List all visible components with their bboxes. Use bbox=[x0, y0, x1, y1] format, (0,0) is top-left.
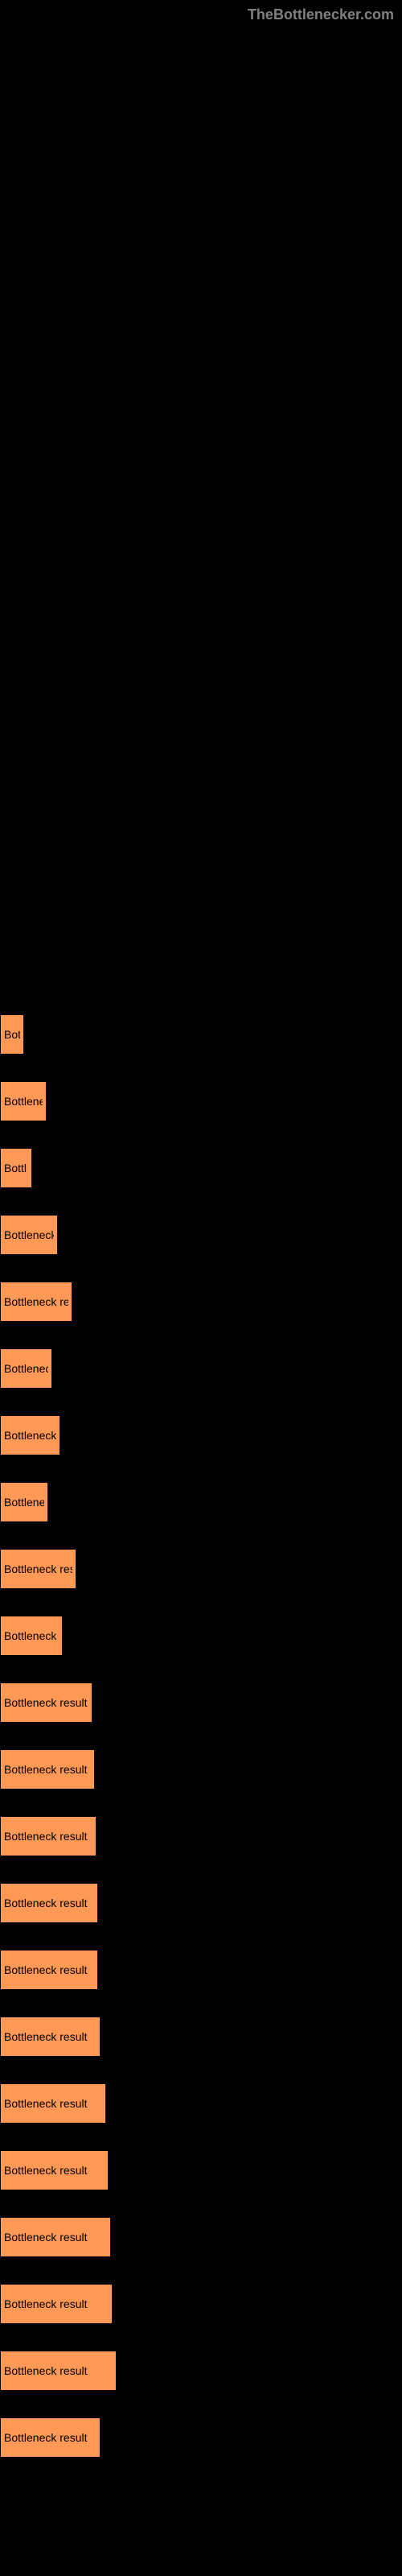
bar-row: Bottleneck result bbox=[0, 2217, 402, 2257]
bar-label: Bottleneck result bbox=[4, 1696, 88, 1709]
bar: Bottlene bbox=[0, 1081, 47, 1121]
bar: Bottlene bbox=[0, 1482, 48, 1522]
bar: Bottleneck bbox=[0, 1616, 63, 1656]
bar: Bottleneck result bbox=[0, 1950, 98, 1990]
bar: Bottleneck result bbox=[0, 2083, 106, 2124]
bar-row: Bottlenec bbox=[0, 1348, 402, 1389]
bar: Bottleneck result bbox=[0, 2284, 113, 2324]
bar-row: Bottleneck result bbox=[0, 1816, 402, 1856]
bar-label: Bot bbox=[4, 1028, 20, 1041]
bar-label: Bottleneck bbox=[4, 1228, 54, 1241]
bar-label: Bottl bbox=[4, 1162, 27, 1174]
bar: Bottleneck result bbox=[0, 1682, 92, 1723]
bar-label: Bottlenec bbox=[4, 1362, 48, 1375]
bar-row: Bottleneck result bbox=[0, 2351, 402, 2391]
bar: Bottleneck result bbox=[0, 1816, 96, 1856]
bar-label: Bottleneck result bbox=[4, 1763, 88, 1776]
bar-label: Bottleneck result bbox=[4, 1830, 88, 1843]
bar: Bottleneck result bbox=[0, 2150, 109, 2190]
bar: Bottleneck re bbox=[0, 1282, 72, 1322]
bar: Bottleneck bbox=[0, 1215, 58, 1255]
bar-row: Bottleneck result bbox=[0, 2284, 402, 2324]
bar-row: Bottleneck bbox=[0, 1616, 402, 1656]
bar: Bottlenec bbox=[0, 1348, 52, 1389]
bar-row: Bottleneck result bbox=[0, 1883, 402, 1923]
bar-row: Bottleneck re bbox=[0, 1282, 402, 1322]
bar-row: Bottleneck res bbox=[0, 1549, 402, 1589]
bar-row: Bottleneck result bbox=[0, 2017, 402, 2057]
bar-row: Bottleneck bbox=[0, 1215, 402, 1255]
bar-label: Bottleneck result bbox=[4, 1963, 88, 1976]
bar-row: Bottleneck result bbox=[0, 2150, 402, 2190]
bar-label: Bottleneck result bbox=[4, 2297, 88, 2310]
bar-label: Bottleneck result bbox=[4, 2164, 88, 2177]
bar: Bottleneck result bbox=[0, 1883, 98, 1923]
bar-label: Bottleneck result bbox=[4, 2364, 88, 2377]
bar-row: Bottleneck result bbox=[0, 2417, 402, 2458]
bar-label: Bottleneck res bbox=[4, 1563, 72, 1575]
bar: Bottleneck result bbox=[0, 2217, 111, 2257]
bar: Bottleneck result bbox=[0, 2017, 100, 2057]
bar-label: Bottleneck re bbox=[4, 1295, 68, 1308]
bar-label: Bottleneck result bbox=[4, 2030, 88, 2043]
bar-row: Bottleneck result bbox=[0, 1682, 402, 1723]
bar-row: Bottlene bbox=[0, 1482, 402, 1522]
bar-row: Bottl bbox=[0, 1148, 402, 1188]
bar: Bottleneck res bbox=[0, 1549, 76, 1589]
bar-row: Bottleneck result bbox=[0, 1749, 402, 1790]
bar-label: Bottleneck result bbox=[4, 1897, 88, 1909]
bar-row: Bottlene bbox=[0, 1081, 402, 1121]
bar-label: Bottlene bbox=[4, 1095, 43, 1108]
bar-chart: Bot Bottlene Bottl Bottleneck Bottleneck re B… bbox=[0, 0, 402, 2516]
bar-row: Bottleneck result bbox=[0, 1950, 402, 1990]
bar-label: Bottleneck result bbox=[4, 2097, 88, 2110]
bar-label: Bottleneck result bbox=[4, 2431, 88, 2444]
bar-label: Bottleneck result bbox=[4, 2231, 88, 2244]
bar: Bot bbox=[0, 1014, 24, 1055]
bar-row: Bot bbox=[0, 1014, 402, 1055]
bar: Bottleneck result bbox=[0, 2351, 117, 2391]
bar: Bottleneck result bbox=[0, 2417, 100, 2458]
bar-label: Bottleneck bbox=[4, 1429, 56, 1442]
bar: Bottleneck bbox=[0, 1415, 60, 1455]
bar: Bottleneck result bbox=[0, 1749, 95, 1790]
bar: Bottl bbox=[0, 1148, 32, 1188]
watermark: TheBottlenecker.com bbox=[248, 6, 394, 23]
bar-label: Bottlene bbox=[4, 1496, 44, 1509]
bar-label: Bottleneck bbox=[4, 1629, 56, 1642]
bar-row: Bottleneck result bbox=[0, 2083, 402, 2124]
bar-row: Bottleneck bbox=[0, 1415, 402, 1455]
